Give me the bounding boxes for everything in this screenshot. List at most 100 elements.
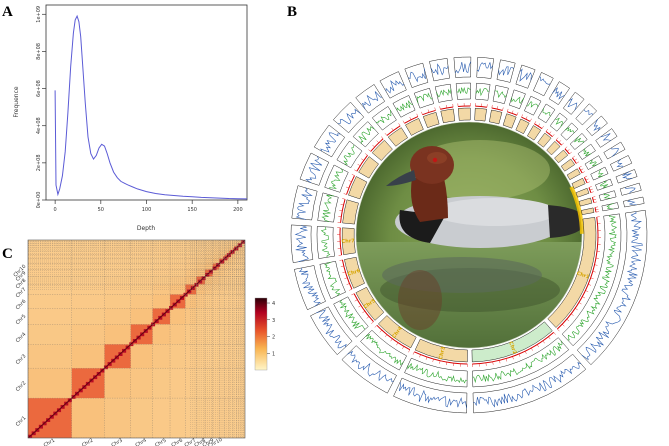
scale-tick — [594, 264, 598, 266]
scale-arc — [404, 116, 419, 124]
density-track-box — [404, 62, 429, 88]
gene-density-line — [298, 267, 321, 307]
gc-track-box — [392, 95, 416, 118]
scale-arc — [340, 199, 346, 223]
scale-tick — [555, 137, 559, 141]
scale-tick — [593, 198, 597, 201]
scale-tick — [427, 109, 430, 113]
scale-tick — [524, 351, 527, 354]
scale-tick — [507, 108, 509, 112]
y-tick-label: 8e+08 — [36, 43, 42, 60]
scale-tick — [351, 174, 355, 176]
gene-density-line — [294, 225, 309, 263]
panel-label-a: A — [2, 4, 13, 20]
scale-tick — [366, 316, 370, 319]
chromosome-ideogram — [547, 217, 597, 328]
heatmap-cell — [236, 308, 239, 325]
gc-content-line — [321, 194, 335, 222]
gc-content-line — [564, 126, 575, 133]
heatmap-cell — [236, 368, 239, 399]
scale-tick — [342, 198, 346, 200]
density-track-box — [496, 59, 516, 83]
gene-density-line — [399, 381, 467, 409]
heatmap-cell — [196, 240, 206, 242]
density-track-box — [453, 56, 472, 78]
chromosome-label: Chr1 — [576, 271, 591, 281]
chromosome-ideogram — [377, 315, 417, 349]
scale-tick — [491, 105, 493, 109]
heatmap-cell — [71, 250, 105, 255]
scale-tick — [432, 358, 434, 362]
heatmap-cell — [130, 308, 153, 325]
heatmap-cell — [241, 250, 244, 255]
heatmap-diagonal-line — [28, 240, 245, 438]
heatmap-cell — [212, 241, 220, 244]
gene-density-line — [624, 187, 636, 194]
gc-content-line — [606, 203, 614, 210]
scale-tick — [357, 163, 361, 166]
heatmap-cell — [219, 368, 225, 399]
scale-tick — [592, 271, 596, 273]
gc-track-box — [595, 178, 613, 191]
heatmap-cell — [152, 294, 171, 309]
chromosome-label: Chr6 — [347, 268, 362, 278]
heatmap-cell — [71, 324, 105, 345]
heatmap-cell — [71, 243, 105, 246]
chromosome-ideogram — [578, 197, 593, 207]
heatmap-cell — [238, 258, 242, 264]
gc-content-line — [416, 92, 433, 104]
scale-tick — [398, 123, 401, 126]
heatmap-cell — [224, 324, 230, 345]
heatmap-y-label: Chr6 — [15, 299, 28, 312]
gene-density-track — [290, 56, 648, 414]
gene-density-line — [616, 159, 624, 168]
heatmap-cell — [196, 245, 206, 248]
heatmap-cell — [224, 294, 230, 309]
heatmap-cell — [229, 284, 233, 295]
heatmap-x-label: Chr1 — [43, 438, 56, 446]
heatmap-cell — [28, 308, 72, 325]
scale-tick — [576, 161, 579, 164]
heatmap-cell — [224, 308, 230, 325]
heatmap-y-label: Chr1 — [15, 415, 28, 428]
heatmap-frame — [27, 239, 246, 439]
gc-content-line — [494, 90, 507, 99]
chromosome-ideogram — [348, 176, 368, 200]
heatmap-cell — [28, 247, 72, 251]
heatmap-cell — [241, 263, 244, 270]
photo-rim — [355, 121, 583, 349]
density-track-box — [575, 103, 598, 126]
y-tick-label: 4e+08 — [36, 117, 42, 134]
gc-content-line — [574, 136, 584, 143]
density-track-box — [472, 353, 587, 414]
heatmap-cell — [185, 368, 197, 399]
heatmap-cell — [238, 368, 242, 399]
scale-arc — [440, 106, 454, 110]
gc-track-box — [316, 226, 335, 259]
heatmap-cell — [104, 269, 131, 277]
heatmap-cell — [229, 245, 233, 248]
chromosome-ideogram — [344, 256, 365, 289]
heatmap-cell — [130, 241, 153, 244]
x-axis-label: Depth — [137, 225, 155, 232]
heatmap-cell — [241, 308, 244, 325]
heatmap-cell — [28, 245, 72, 248]
scale-tick — [595, 211, 599, 213]
heatmap-cell — [212, 240, 220, 242]
heatmap-cell — [232, 294, 237, 309]
heatmap-gridlines — [28, 240, 245, 438]
heatmap-cell — [212, 398, 220, 438]
scale-tick — [529, 118, 532, 122]
chromosome-ideogram — [560, 158, 576, 172]
heatmap-y-label: Chr4 — [15, 331, 28, 344]
heatmap-cell — [130, 284, 153, 295]
heatmap-cell — [205, 324, 213, 345]
density-track-box — [576, 209, 648, 366]
heatmap-cell — [71, 245, 105, 248]
heatmap-cell — [152, 254, 171, 259]
scale-tick — [342, 271, 346, 273]
heatmap-cell — [243, 398, 245, 438]
heatmap-cell — [229, 368, 233, 399]
scale-tick — [340, 204, 344, 206]
scale-tick — [376, 140, 379, 143]
